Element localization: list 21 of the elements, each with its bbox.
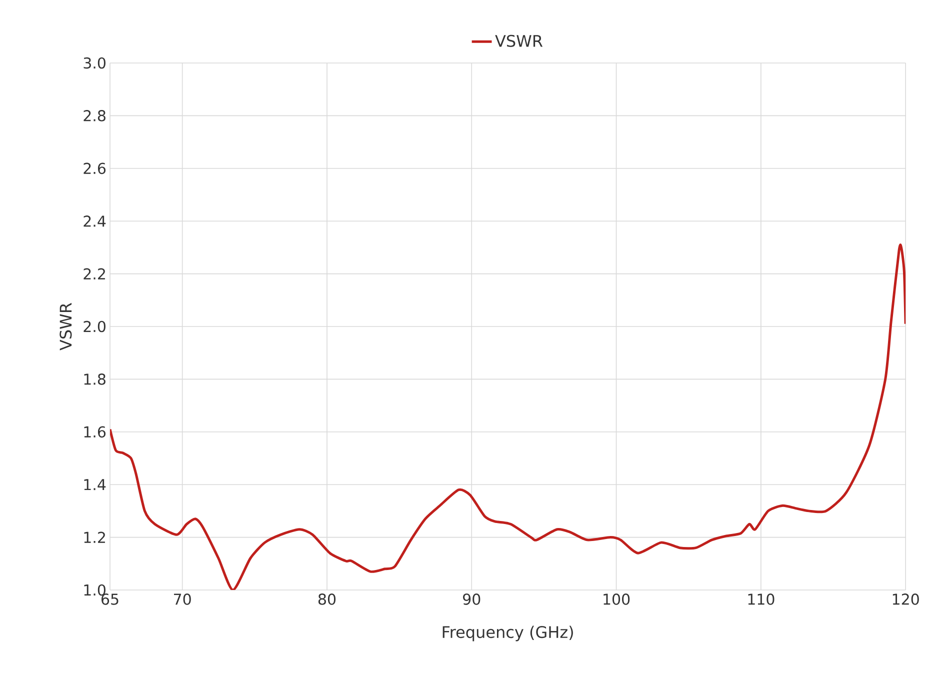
y-tick-label: 1.0	[84, 584, 106, 596]
x-tick-label: 120	[892, 594, 919, 605]
y-tick-label: 2.2	[84, 268, 105, 280]
x-tick-label: 80	[318, 594, 336, 605]
y-tick-label: 2.0	[84, 320, 106, 332]
y-tick-label: 1.2	[84, 532, 105, 543]
x-axis-title: Frequency (GHz)	[442, 626, 573, 642]
y-tick-label: 1.8	[84, 374, 106, 385]
x-tick-label: 65	[102, 594, 118, 605]
y-tick-label: 3.0	[84, 57, 106, 69]
y-tick-label: 1.6	[84, 426, 106, 438]
y-tick-label: 2.8	[84, 110, 106, 122]
y-tick-label: 1.4	[84, 479, 106, 490]
y-tick-label: 2.4	[84, 216, 106, 227]
x-tick-label: 70	[174, 594, 191, 605]
x-tick-label: 110	[748, 594, 774, 605]
y-axis-title: VSWR	[60, 302, 72, 350]
x-tick-label: 100	[604, 594, 630, 605]
x-tick-label: 90	[463, 594, 480, 605]
y-tick-label: 2.6	[84, 162, 106, 174]
legend-label: VSWR	[495, 34, 543, 47]
